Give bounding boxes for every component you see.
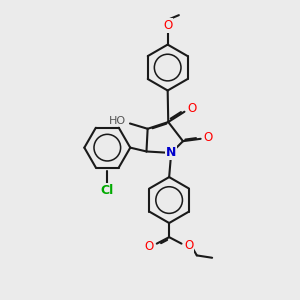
Text: O: O — [184, 239, 193, 253]
Text: O: O — [204, 131, 213, 144]
Text: O: O — [188, 102, 197, 115]
Text: O: O — [163, 19, 172, 32]
Text: HO: HO — [109, 116, 126, 126]
Text: O: O — [145, 240, 154, 253]
Text: N: N — [166, 146, 176, 159]
Text: Cl: Cl — [101, 184, 114, 197]
